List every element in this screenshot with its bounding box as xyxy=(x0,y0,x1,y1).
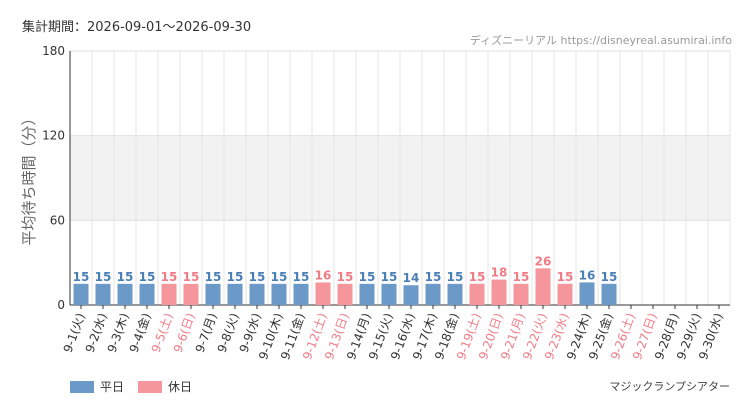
data-label: 15 xyxy=(293,270,310,284)
bar xyxy=(447,283,463,305)
bar xyxy=(227,283,243,305)
bar xyxy=(271,283,287,305)
bar xyxy=(183,283,199,305)
data-label: 18 xyxy=(491,266,508,280)
bar xyxy=(557,283,573,305)
bar xyxy=(161,283,177,305)
data-label: 15 xyxy=(73,270,90,284)
bar xyxy=(403,285,419,305)
data-label: 16 xyxy=(579,268,596,282)
data-label: 15 xyxy=(249,270,266,284)
data-label: 14 xyxy=(403,271,420,285)
legend-holiday-swatch xyxy=(138,380,163,393)
venue-label: マジックランプシアター xyxy=(609,380,730,393)
bar xyxy=(205,283,221,305)
bar xyxy=(469,283,485,305)
bar xyxy=(579,282,595,305)
legend-holiday-label: 休日 xyxy=(168,380,193,394)
data-label: 15 xyxy=(183,270,200,284)
bar xyxy=(73,283,89,305)
bar xyxy=(117,283,133,305)
bar xyxy=(337,283,353,305)
y-tick-label: 120 xyxy=(42,129,65,143)
data-label: 15 xyxy=(381,270,398,284)
bar xyxy=(95,283,111,305)
y-tick-label: 0 xyxy=(57,298,65,312)
legend-weekday-label: 平日 xyxy=(100,380,125,394)
bar xyxy=(513,283,529,305)
bar xyxy=(425,283,441,305)
y-tick-label: 180 xyxy=(42,44,65,58)
data-label: 15 xyxy=(447,270,464,284)
data-label: 15 xyxy=(139,270,156,284)
data-label: 15 xyxy=(513,270,530,284)
data-label: 15 xyxy=(469,270,486,284)
data-label: 15 xyxy=(271,270,288,284)
bar xyxy=(249,283,265,305)
data-label: 15 xyxy=(161,270,178,284)
data-label: 15 xyxy=(337,270,354,284)
data-label: 15 xyxy=(359,270,376,284)
bar xyxy=(315,282,331,305)
data-label: 16 xyxy=(315,268,332,282)
y-axis-title: 平均待ち時間（分） xyxy=(20,110,38,245)
data-label: 15 xyxy=(601,270,618,284)
period-label: 集計期間：2026-09-01～2026-09-30 xyxy=(22,20,252,35)
source-label: ディズニーリアル https://disneyreal.asumirai.inf… xyxy=(469,34,732,47)
bar xyxy=(139,283,155,305)
data-label: 15 xyxy=(117,270,134,284)
wait-time-chart: 060120180平均待ち時間（分）159-1(火)159-2(水)159-3(… xyxy=(20,44,731,362)
data-label: 15 xyxy=(227,270,244,284)
data-label: 15 xyxy=(95,270,112,284)
bar xyxy=(381,283,397,305)
bar xyxy=(293,283,309,305)
legend: 平日 休日 xyxy=(70,378,206,395)
legend-holiday: 休日 xyxy=(138,378,192,395)
data-label: 26 xyxy=(535,254,552,268)
bar xyxy=(491,279,507,305)
data-label: 15 xyxy=(205,270,222,284)
legend-weekday: 平日 xyxy=(70,378,124,395)
bar xyxy=(601,283,617,305)
data-label: 15 xyxy=(425,270,442,284)
bar xyxy=(359,283,375,305)
bar xyxy=(535,268,551,305)
y-tick-label: 60 xyxy=(50,213,65,227)
data-label: 15 xyxy=(557,270,574,284)
legend-weekday-swatch xyxy=(70,380,94,393)
